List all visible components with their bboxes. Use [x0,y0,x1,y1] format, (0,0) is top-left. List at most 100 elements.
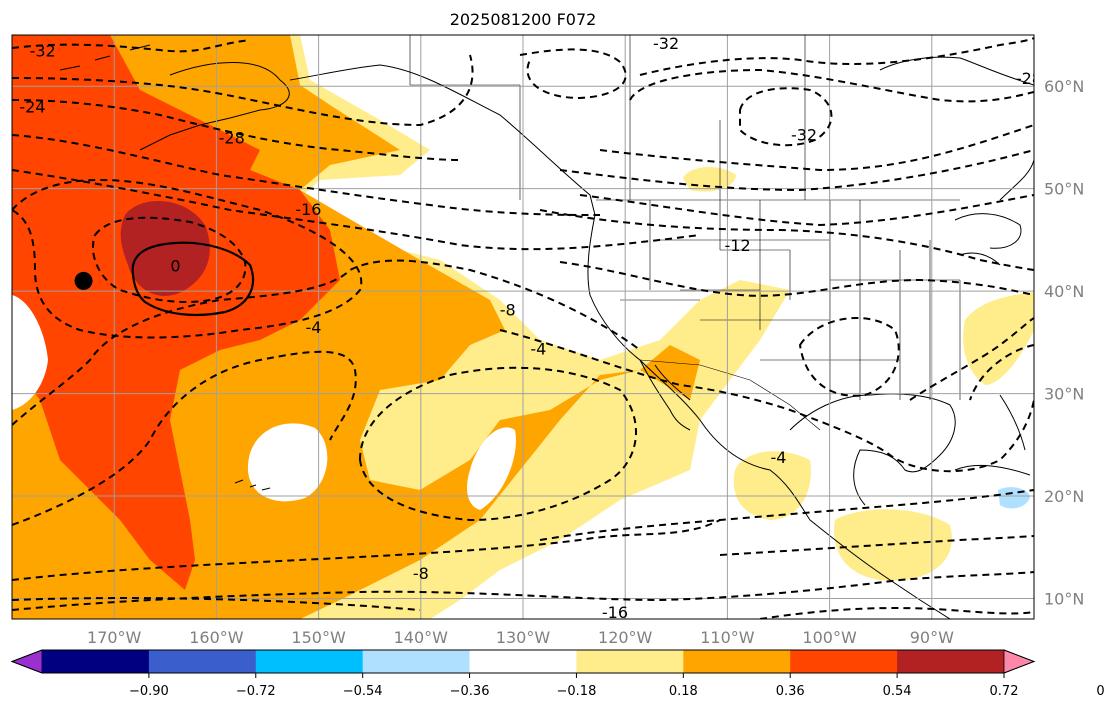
latitude-tick-label: 60°N [1044,77,1084,96]
map-title: 2025081200 F072 [450,10,597,29]
storm-center-marker [74,271,93,290]
aleutian-islands [59,44,151,71]
us-mexico-border [639,359,821,431]
contour-line-solid [131,241,255,317]
latitude-labels: 60°N 50°N 40°N 30°N 20°N 10°N [1044,77,1084,608]
latitude-tick-label: 40°N [1044,282,1084,301]
height-anomaly-contours [12,37,1034,619]
contour-value-label: -24 [19,98,45,117]
contour-line [909,317,1034,401]
contour-value-label: -16 [602,603,628,622]
hawaii-islands [234,479,271,491]
shade-band-pale-yellow-plains [963,292,1034,385]
contour-value-label: -4 [771,448,787,467]
contour-value-label: -32 [791,125,817,144]
contour-value-label: -12 [725,236,751,255]
contour-value-label: -4 [306,318,322,337]
canada-east-coast [999,159,1034,201]
contour-line [92,216,247,303]
colorbar: −0.90 −0.72 −0.54 −0.36 −0.18 0.18 0.36 0.54 0.7… [10,649,1105,699]
latitude-tick-label: 50°N [1044,180,1084,199]
contour-line [359,366,637,522]
latitude-tick-label: 10°N [1044,590,1084,609]
contour-line [539,489,1034,541]
colorbar-extend-low [10,649,43,674]
colorbar-segment [148,650,257,673]
colorbar-segment [790,650,898,673]
colorbar-tick-label: −0.36 [450,684,490,699]
longitude-tick-label: 90°W [910,628,954,647]
contour-value-label: -4 [530,340,546,359]
contour-line [12,597,421,611]
colorbar-segment [683,650,791,673]
zero-contour [12,11,400,317]
contour-line [969,344,1034,401]
contour-line [12,169,701,251]
colorbar-segment [255,650,364,673]
graticule [12,35,1034,619]
longitude-tick-label: 110°W [700,628,755,647]
contour-line [559,149,1034,192]
alaska-coastline [139,62,290,151]
contour-line [12,54,474,127]
colorbar-outline [10,649,1036,674]
contour-value-label: -32 [30,41,56,60]
hudson-bay [879,56,1034,86]
longitude-tick-label: 120°W [598,628,653,647]
colorbar-tick-label: 0.72 [990,684,1019,699]
contour-line [629,68,1034,103]
baja-california [639,359,691,431]
colorbar-tick-label: 0.18 [669,684,698,699]
contour-line [12,519,721,581]
latitude-tick-label: 30°N [1044,385,1084,404]
contour-line [519,48,627,100]
hole-white-subtropics [247,423,328,502]
contour-line [12,99,461,161]
hole-white-west [12,295,48,410]
contour-line [798,317,900,397]
cuba [954,465,1031,476]
contour-line [12,39,251,53]
contour-line [12,259,641,426]
contour-line [719,535,1034,556]
colorbar-segment [42,650,150,673]
shade-band-pale-yellow-mexico [733,451,811,520]
colorbar-tick-label: −0.90 [129,684,169,699]
contour-value-label: -28 [1016,69,1042,88]
canada-provinces [410,35,806,200]
colorbar-segment [897,650,1005,673]
colorbar-extend-high [1003,649,1036,674]
longitude-tick-label: 160°W [189,628,244,647]
contour-value-label: -8 [500,301,516,320]
hole-white-east [467,427,516,510]
colorbar-segment [469,650,577,673]
contour-line [639,37,1034,76]
latitude-tick-label: 20°N [1044,487,1084,506]
colorbar-tick-label: 0.54 [883,684,912,699]
colorbar-tick-label: −0.54 [343,684,383,699]
contour-value-label: -28 [219,128,245,147]
contour-value-label: -32 [653,34,679,53]
map-panel: -32-24-28-16-32-32-28-12-8-4-40-8-4-8-16… [12,11,1042,622]
contour-labels: -32-24-28-16-32-32-28-12-8-4-40-8-4-8-16… [19,34,1042,622]
colorbar-tick-label: 0.36 [776,684,805,699]
contour-line [12,571,1034,611]
shade-band-dark-red [120,201,210,296]
anomaly-shading [12,35,1034,619]
contour-line [12,134,601,216]
contour-line [539,209,1034,271]
contour-line-solid [12,11,400,20]
contour-value-label: -16 [295,200,321,219]
longitude-tick-label: 170°W [87,628,142,647]
colorbar-segment [576,650,684,673]
contour-line [559,261,1034,297]
longitude-tick-label: 150°W [291,628,346,647]
contour-value-label: -8 [413,564,429,583]
map-frame [11,34,1035,620]
contour-line [599,124,1034,172]
florida [999,394,1026,451]
longitude-tick-label: 140°W [394,628,449,647]
contour-value-label: 0 [170,257,180,276]
political-borders [409,35,961,431]
colorbar-segment [362,650,471,673]
